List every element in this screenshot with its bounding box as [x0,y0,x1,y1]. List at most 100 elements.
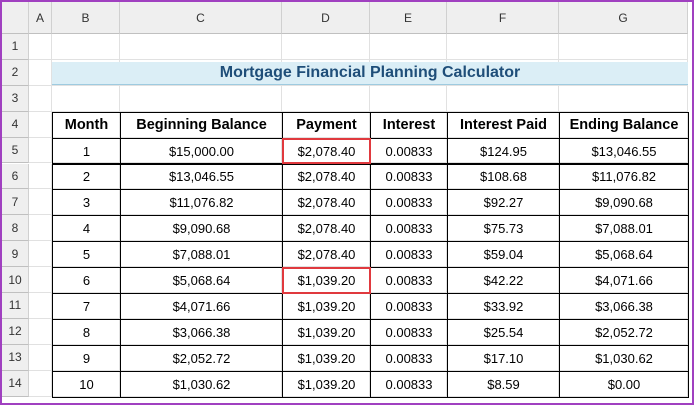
cell[interactable] [282,241,370,268]
cell[interactable] [29,241,52,268]
cell[interactable] [282,85,370,112]
cell[interactable] [52,318,120,345]
row-header[interactable]: 13 [2,344,29,371]
cell[interactable] [29,267,52,293]
cell[interactable] [29,293,52,319]
table-cell[interactable]: 0.00833 [370,293,448,320]
cell[interactable] [447,293,559,319]
row-header[interactable]: 8 [2,215,29,242]
table-cell[interactable]: $1,039.20 [282,344,371,372]
table-cell[interactable]: $1,030.62 [120,370,283,398]
table-cell[interactable]: $7,088.01 [120,241,283,269]
table-cell[interactable]: $108.68 [447,163,560,191]
cell[interactable] [120,215,282,242]
column-header[interactable]: C [120,2,282,34]
cell[interactable] [447,215,559,242]
table-cell[interactable]: 0.00833 [370,267,448,294]
cell[interactable] [120,137,282,164]
table-cell[interactable]: 0.00833 [370,215,448,243]
cell[interactable] [29,163,52,190]
table-cell[interactable]: $3,066.38 [120,318,283,346]
table-cell[interactable]: 6 [52,267,121,294]
select-all[interactable] [2,2,29,34]
table-cell[interactable]: $92.27 [447,189,560,217]
cell[interactable] [120,293,282,319]
cell[interactable] [29,34,52,60]
cell[interactable] [370,34,447,60]
table-cell[interactable]: 2 [52,163,121,191]
cell[interactable] [370,370,447,397]
table-cell[interactable]: $11,076.82 [120,189,283,217]
cell[interactable] [29,370,52,397]
cell[interactable] [120,267,282,293]
table-cell[interactable]: $7,088.01 [559,215,689,243]
row-header[interactable]: 7 [2,189,29,216]
table-cell[interactable]: $2,052.72 [120,344,283,372]
cell[interactable] [559,34,688,60]
table-cell[interactable]: 8 [52,318,121,346]
cell[interactable] [52,215,120,242]
cell[interactable] [120,34,282,60]
row-header[interactable]: 14 [2,370,29,397]
cell[interactable] [370,344,447,371]
cell[interactable] [282,163,370,190]
cell[interactable] [282,189,370,216]
table-cell[interactable]: $5,068.64 [120,267,283,294]
cell[interactable] [29,111,52,138]
table-cell[interactable]: $59.04 [447,241,560,269]
table-cell[interactable]: $11,076.82 [559,163,689,191]
table-cell[interactable]: 5 [52,241,121,269]
cell[interactable] [120,85,282,112]
cell[interactable] [559,189,688,216]
cell[interactable] [559,163,688,190]
column-header[interactable]: F [447,2,559,34]
cell[interactable] [52,293,120,319]
cell[interactable] [120,111,282,138]
cell[interactable] [559,267,688,293]
row-header[interactable]: 12 [2,318,29,345]
table-cell[interactable]: 1 [52,137,121,165]
column-header[interactable]: E [370,2,447,34]
cell[interactable] [120,318,282,345]
cell[interactable] [559,137,688,164]
table-cell[interactable]: 10 [52,370,121,398]
cell[interactable] [447,85,559,112]
cell[interactable] [282,34,370,60]
cell[interactable] [559,370,688,397]
cell[interactable] [447,189,559,216]
table-cell[interactable]: $2,078.40 [282,189,371,217]
table-cell[interactable]: 0.00833 [370,137,448,165]
column-header[interactable]: G [559,2,688,34]
table-cell[interactable]: $33.92 [447,293,560,320]
cell[interactable] [29,189,52,216]
table-cell[interactable]: 0.00833 [370,344,448,372]
cell[interactable] [120,189,282,216]
table-cell[interactable]: $4,071.66 [120,293,283,320]
table-cell[interactable]: $5,068.64 [559,241,689,269]
cell[interactable] [447,34,559,60]
table-cell[interactable]: $8.59 [447,370,560,398]
cell[interactable] [52,189,120,216]
cell[interactable] [370,215,447,242]
row-header[interactable]: 9 [2,241,29,268]
row-header[interactable]: 2 [2,59,29,86]
cell[interactable] [447,370,559,397]
cell[interactable] [370,267,447,293]
cell[interactable] [29,85,52,112]
cell[interactable] [52,267,120,293]
cell[interactable] [52,137,120,164]
row-header[interactable]: 3 [2,85,29,112]
table-cell[interactable]: 0.00833 [370,189,448,217]
table-cell[interactable]: $1,030.62 [559,344,689,372]
cell[interactable] [282,293,370,319]
cell[interactable] [559,293,688,319]
cell[interactable] [120,241,282,268]
cell[interactable] [370,163,447,190]
cell[interactable] [447,318,559,345]
table-cell[interactable]: $2,052.72 [559,318,689,346]
cell[interactable] [559,241,688,268]
table-cell[interactable]: $1,039.20 [282,318,371,346]
cell[interactable] [559,344,688,371]
cell[interactable] [370,85,447,112]
table-cell[interactable]: $9,090.68 [120,215,283,243]
